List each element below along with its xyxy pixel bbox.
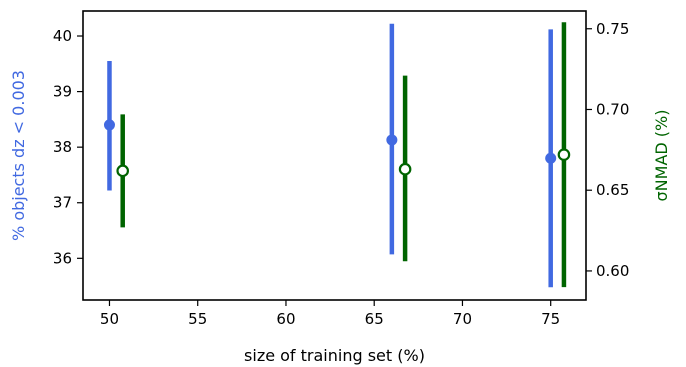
- y-left-tick-label: 39: [53, 83, 72, 101]
- x-tick-label: 50: [100, 310, 119, 328]
- data-point-left: [386, 134, 398, 146]
- x-tick-label: 65: [365, 310, 384, 328]
- x-tick-label: 75: [541, 310, 560, 328]
- y-right-tick-label: 0.75: [596, 20, 629, 38]
- y-left-tick-label: 37: [53, 194, 72, 212]
- x-tick-label: 55: [188, 310, 207, 328]
- data-point-right: [398, 162, 412, 176]
- y-axis-left-label: % objects dz < 0.003: [9, 70, 28, 241]
- data-point-left: [545, 152, 557, 164]
- x-axis-label: size of training set (%): [244, 346, 425, 365]
- data-point-right: [557, 148, 571, 161]
- y-left-tick-label: 40: [53, 27, 72, 45]
- data-point-left: [103, 119, 115, 131]
- y-right-tick-label: 0.65: [596, 181, 629, 199]
- y-left-tick-label: 38: [53, 138, 72, 156]
- x-tick-label: 70: [453, 310, 472, 328]
- data-point-right: [116, 164, 130, 178]
- y-left-tick-label: 36: [53, 249, 72, 267]
- y-right-tick-label: 0.60: [596, 262, 629, 280]
- y-axis-right-label: σNMAD (%): [652, 110, 671, 202]
- y-right-tick-label: 0.70: [596, 100, 629, 118]
- x-tick-label: 60: [276, 310, 295, 328]
- plot-frame: [82, 10, 587, 301]
- axes: 50 55 60 65 70 75 36 37 38 39 40 0.60 0.65 0.70 0.75: [53, 20, 630, 328]
- plot-marks: [103, 22, 571, 288]
